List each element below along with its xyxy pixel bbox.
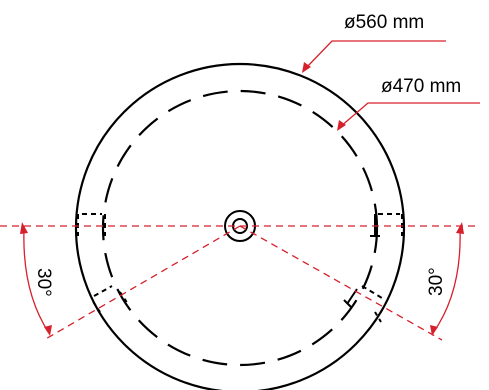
outer-circle bbox=[74, 62, 406, 390]
right-angle-label: 30° bbox=[426, 267, 447, 296]
dimension-lines bbox=[0, 40, 480, 341]
inner-dashed-circle bbox=[101, 89, 379, 367]
outer-diameter-label: ø560 mm bbox=[344, 12, 424, 33]
dimension-arrowheads bbox=[20, 62, 464, 336]
inner-diameter-label: ø470 mm bbox=[381, 76, 461, 97]
slot-marks bbox=[77, 213, 403, 323]
left-angle-label: 30° bbox=[33, 268, 54, 297]
